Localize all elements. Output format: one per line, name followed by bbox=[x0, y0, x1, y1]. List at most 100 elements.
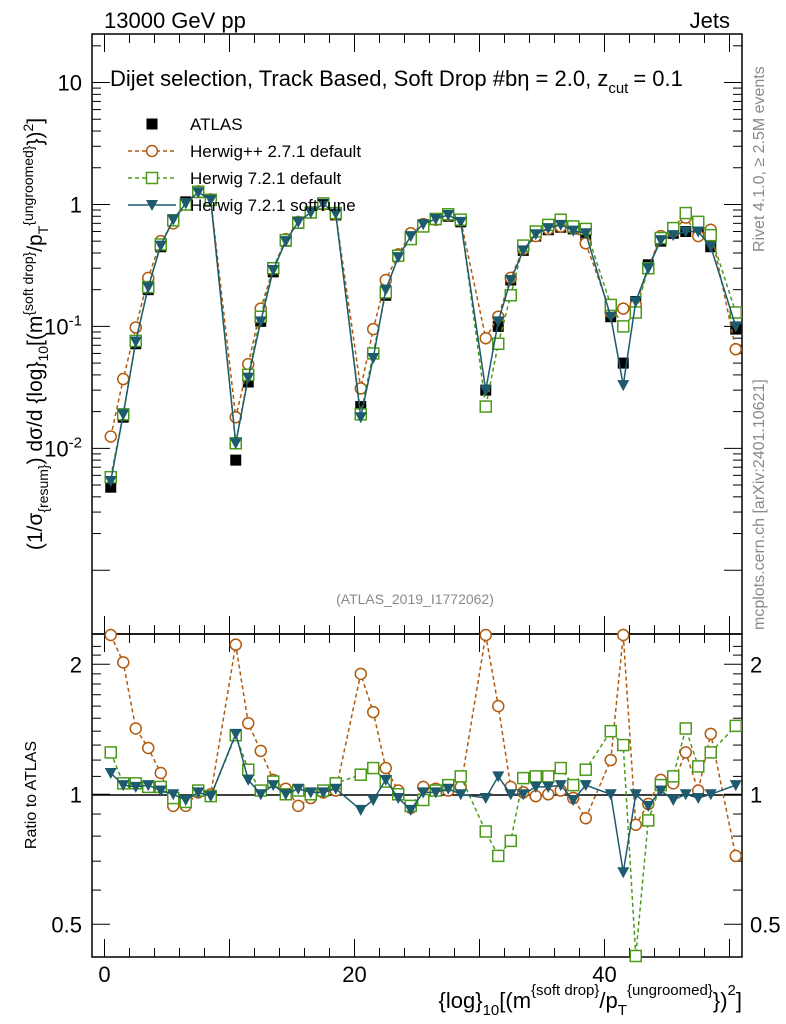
ratio-herwig-7-2-1-default-point bbox=[367, 761, 380, 775]
ratio-herwig-2-7-1-default-point bbox=[604, 753, 617, 767]
main-herwig-2-7-1-default-point bbox=[104, 430, 117, 443]
ratio-herwig-7-2-1-softtune-point bbox=[254, 789, 267, 801]
main-herwig-7-2-1-softtune-point bbox=[417, 219, 430, 231]
ratio-herwig-2-7-1-default-point bbox=[367, 705, 380, 719]
main-herwig-7-2-1-softtune-point bbox=[692, 226, 705, 238]
chart-title-subscript: cut bbox=[608, 80, 629, 97]
ratio-axes: 0.5 0.51 12 20 20 40 bbox=[51, 634, 781, 987]
rivet-version-label: Rivet 4.1.0, ≥ 2.5M events bbox=[751, 66, 768, 252]
chart-title-eta: η = 2.0, z bbox=[517, 66, 608, 91]
ratio-herwig-7-2-1-softtune-point bbox=[242, 774, 255, 786]
ratio-herwig-7-2-1-softtune-point bbox=[117, 780, 130, 792]
mcplots-credit-label: mcplots.cern.ch [arXiv:2401.10621] bbox=[751, 379, 768, 630]
legend-entry-label: ATLAS bbox=[190, 115, 243, 134]
ratio-herwig-7-2-1-softtune-point bbox=[579, 780, 592, 792]
ratio-herwig-7-2-1-softtune-point bbox=[167, 789, 180, 801]
header-energy-label: 13000 GeV pp bbox=[104, 8, 246, 33]
ratio-y-tick-label: 1 bbox=[70, 782, 82, 807]
main-herwig-7-2-1-softtune-point bbox=[542, 223, 555, 235]
legend-entry-label: Herwig++ 2.7.1 default bbox=[190, 142, 361, 161]
main-herwig-7-2-1-softtune-point bbox=[204, 194, 217, 206]
ratio-series-group bbox=[104, 628, 742, 963]
ratio-herwig-7-2-1-default-point bbox=[729, 719, 742, 733]
legend-entry-label: Herwig 7.2.1 softTune bbox=[190, 196, 356, 215]
ratio-herwig-2-7-1-default-point bbox=[679, 746, 692, 759]
ratio-herwig-7-2-1-softtune-point bbox=[629, 789, 642, 801]
ratio-herwig-7-2-1-softtune-point bbox=[379, 774, 392, 786]
main-herwig-7-2-1-softtune-point bbox=[629, 296, 642, 308]
ratio-herwig-7-2-1-softtune-point bbox=[517, 789, 530, 801]
x-tick-label: 20 bbox=[342, 962, 366, 987]
main-herwig-7-2-1-softtune-point bbox=[129, 336, 142, 348]
ratio-herwig-7-2-1-softtune-point bbox=[492, 771, 505, 783]
ratio-herwig-7-2-1-default-point bbox=[529, 770, 542, 783]
main-herwig-7-2-1-softtune-point bbox=[404, 231, 417, 243]
main-herwig-7-2-1-softtune-point bbox=[279, 236, 292, 248]
ratio-y-tick-label: 0.5 bbox=[51, 912, 82, 937]
ratio-y-tick-label: 2 bbox=[70, 652, 82, 677]
ratio-herwig-7-2-1-default-point bbox=[579, 763, 592, 776]
main-herwig-7-2-1-softtune-point bbox=[292, 216, 305, 228]
ratio-herwig-7-2-1-softtune-point bbox=[304, 787, 317, 799]
ratio-herwig-2-7-1-default-point bbox=[354, 667, 367, 681]
ratio-herwig-7-2-1-softtune-point bbox=[667, 794, 680, 806]
x-axis-label: {log}10[(m{soft drop}/pT{ungroomed}})2] bbox=[439, 982, 743, 1019]
ratio-herwig-2-7-1-default-point bbox=[229, 638, 242, 651]
main-herwig-7-2-1-softtune-point bbox=[429, 213, 442, 225]
ratio-herwig-7-2-1-default-point bbox=[692, 760, 705, 773]
legend-marker bbox=[146, 200, 158, 211]
main-herwig-7-2-1-softtune-point bbox=[317, 198, 330, 210]
ratio-herwig-7-2-1-softtune-point bbox=[529, 781, 542, 793]
ratio-herwig-2-7-1-default-point bbox=[479, 628, 492, 642]
x-tick-label: 40 bbox=[592, 962, 616, 987]
ratio-herwig-2-7-1-default-point bbox=[729, 849, 742, 863]
ratio-herwig-7-2-1-softtune-point bbox=[392, 793, 405, 805]
main-herwig-2-7-1-default-point bbox=[617, 302, 630, 315]
main-y-axis-label: (1/σ{resum}) dσ/d {log}10[(m{soft drop}/… bbox=[20, 118, 51, 550]
ratio-y-tick-label-right: 0.5 bbox=[750, 912, 781, 937]
main-herwig-7-2-1-softtune-point bbox=[667, 230, 680, 242]
ratio-herwig-2-7-1-default-point bbox=[154, 766, 167, 780]
main-herwig-7-2-1-softtune-point bbox=[492, 316, 505, 328]
ratio-herwig-7-2-1-default-point bbox=[567, 778, 580, 792]
main-herwig-7-2-1-softtune-line bbox=[110, 191, 737, 482]
header-jets-label: Jets bbox=[690, 8, 730, 33]
chart-title: Dijet selection, Track Based, Soft Drop … bbox=[110, 66, 683, 97]
main-herwig-7-2-1-softtune-point bbox=[179, 198, 192, 210]
main-herwig-7-2-1-softtune-point bbox=[642, 263, 655, 275]
ratio-herwig-7-2-1-default-point bbox=[479, 825, 492, 838]
legend-marker bbox=[145, 144, 159, 158]
ratio-herwig-2-7-1-default-point bbox=[104, 628, 117, 642]
main-herwig-7-2-1-softtune-point bbox=[567, 225, 580, 237]
main-herwig-7-2-1-softtune-point bbox=[654, 235, 667, 247]
ratio-herwig-7-2-1-softtune-point bbox=[704, 789, 717, 801]
main-herwig-7-2-1-default-point bbox=[704, 228, 717, 242]
main-herwig-7-2-1-softtune-point bbox=[529, 229, 542, 241]
main-herwig-7-2-1-softtune-point bbox=[729, 321, 742, 333]
legend-entry-label: Herwig 7.2.1 default bbox=[190, 169, 341, 188]
ratio-herwig-7-2-1-softtune-point bbox=[404, 804, 417, 816]
main-y-tick-label: 10-1 bbox=[44, 312, 82, 339]
ratio-herwig-7-2-1-softtune-point bbox=[567, 794, 580, 806]
main-y-tick-label: 10-2 bbox=[44, 434, 82, 461]
main-herwig-7-2-1-default-line bbox=[110, 190, 737, 478]
ratio-herwig-7-2-1-softtune-point bbox=[617, 867, 630, 879]
ratio-herwig-2-7-1-default-point bbox=[129, 722, 142, 735]
ratio-herwig-7-2-1-default-point bbox=[617, 738, 630, 752]
ratio-herwig-7-2-1-softtune-point bbox=[454, 789, 467, 801]
main-axes: 10-2 10-1 1 10 bbox=[44, 34, 742, 634]
main-herwig-7-2-1-softtune-point bbox=[154, 240, 167, 252]
legend-marker bbox=[146, 118, 158, 130]
ratio-herwig-7-2-1-default-point bbox=[604, 724, 617, 738]
main-herwig-7-2-1-softtune-point bbox=[454, 216, 467, 228]
chart-title-main: Dijet selection, Track Based, Soft Drop … bbox=[110, 66, 517, 91]
ratio-herwig-2-7-1-default-point bbox=[292, 799, 305, 813]
ratio-herwig-7-2-1-softtune-point bbox=[367, 794, 380, 806]
legend-marker bbox=[145, 171, 159, 185]
ratio-y-axis-label: Ratio to ATLAS bbox=[23, 741, 40, 849]
ratio-y-tick-label-right: 2 bbox=[750, 652, 762, 677]
ratio-herwig-2-7-1-default-point bbox=[617, 628, 630, 642]
ratio-herwig-7-2-1-softtune-point bbox=[142, 780, 155, 792]
ratio-herwig-2-7-1-default-point bbox=[492, 699, 505, 713]
main-herwig-2-7-1-default-point bbox=[479, 331, 492, 345]
